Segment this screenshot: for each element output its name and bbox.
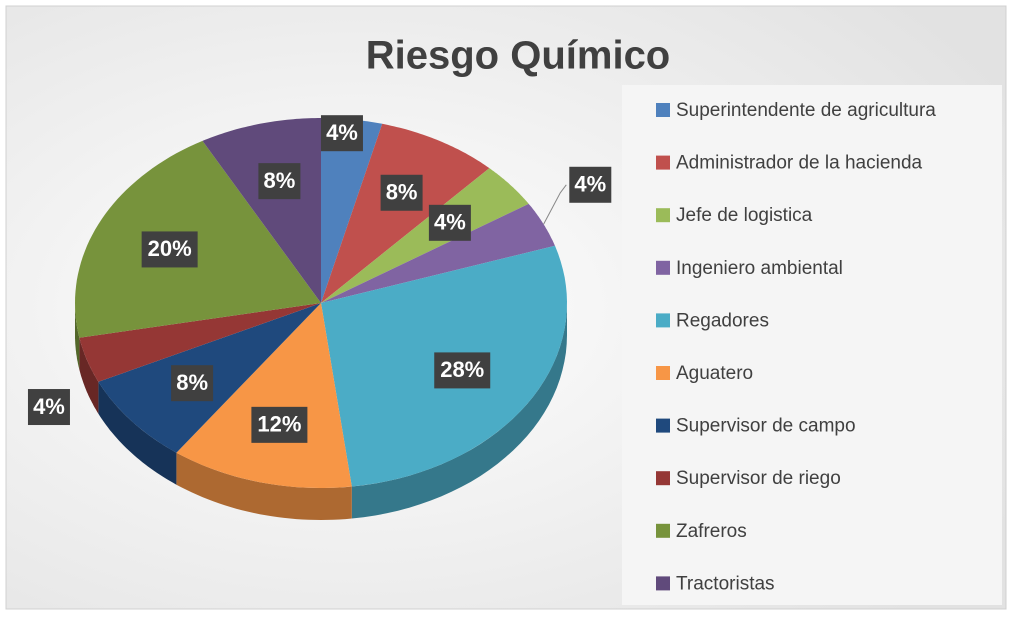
legend-label: Regadores bbox=[676, 310, 769, 331]
legend-swatch bbox=[656, 208, 670, 223]
pie-slice bbox=[321, 168, 529, 303]
legend-label: Supervisor de riego bbox=[676, 468, 841, 489]
data-label-box bbox=[141, 231, 198, 268]
data-label-box bbox=[251, 406, 308, 443]
legend-label: Aguatero bbox=[676, 363, 753, 384]
data-label-box bbox=[27, 389, 70, 426]
legend-label: Jefe de logistica bbox=[676, 205, 813, 226]
legend-swatch bbox=[656, 418, 670, 433]
pie-slice-side bbox=[98, 381, 177, 485]
data-label: 8% bbox=[386, 180, 418, 205]
pie-slice bbox=[321, 123, 490, 303]
pie-slice bbox=[75, 140, 321, 338]
data-label-box bbox=[320, 115, 363, 152]
pie-slice-side bbox=[351, 303, 567, 519]
legend-label: Supervisor de campo bbox=[676, 416, 856, 437]
legend: Superintendente de agricultura Administra… bbox=[656, 100, 936, 594]
legend-swatch bbox=[656, 366, 670, 380]
pie-slice-side bbox=[75, 303, 80, 370]
data-label: 8% bbox=[264, 168, 296, 193]
data-label-box bbox=[428, 204, 471, 241]
pie-slice bbox=[321, 203, 555, 303]
data-label-box bbox=[380, 174, 423, 211]
legend-swatch bbox=[656, 576, 670, 591]
data-label-box bbox=[171, 365, 214, 402]
data-label: 4% bbox=[434, 210, 466, 235]
leader-line bbox=[543, 184, 567, 225]
pie-slice-side bbox=[176, 452, 352, 520]
data-label: 20% bbox=[148, 236, 192, 261]
data-label: 28% bbox=[440, 357, 484, 382]
data-label-box bbox=[258, 163, 301, 200]
legend-label: Zafreros bbox=[676, 521, 747, 542]
pie: 4% 8% 4% 4% 28% 12% 8% 4% 20% 8% bbox=[27, 115, 612, 520]
legend-label: Tractoristas bbox=[676, 573, 775, 594]
legend-label: Superintendente de agricultura bbox=[676, 100, 936, 121]
legend-background bbox=[622, 85, 1002, 605]
legend-swatch bbox=[656, 155, 670, 170]
legend-swatch bbox=[656, 103, 670, 117]
pie-slice bbox=[79, 303, 322, 382]
data-label: 8% bbox=[176, 370, 208, 395]
chart-title: Riesgo Químico bbox=[366, 34, 671, 78]
legend-label: Administrador de la hacienda bbox=[676, 153, 923, 174]
data-label-box bbox=[434, 352, 491, 389]
legend-swatch bbox=[656, 313, 670, 328]
pie-slice-side bbox=[79, 337, 99, 414]
data-label: 4% bbox=[326, 120, 358, 145]
pie-slice bbox=[176, 303, 352, 488]
legend-swatch bbox=[656, 260, 670, 275]
data-label-box bbox=[569, 166, 612, 203]
legend-swatch bbox=[656, 523, 670, 538]
legend-swatch bbox=[656, 471, 670, 486]
data-label: 12% bbox=[257, 412, 301, 437]
data-label: 4% bbox=[33, 394, 65, 419]
legend-label: Ingeniero ambiental bbox=[676, 258, 843, 279]
pie-slice bbox=[321, 118, 383, 303]
data-label: 4% bbox=[574, 172, 606, 197]
